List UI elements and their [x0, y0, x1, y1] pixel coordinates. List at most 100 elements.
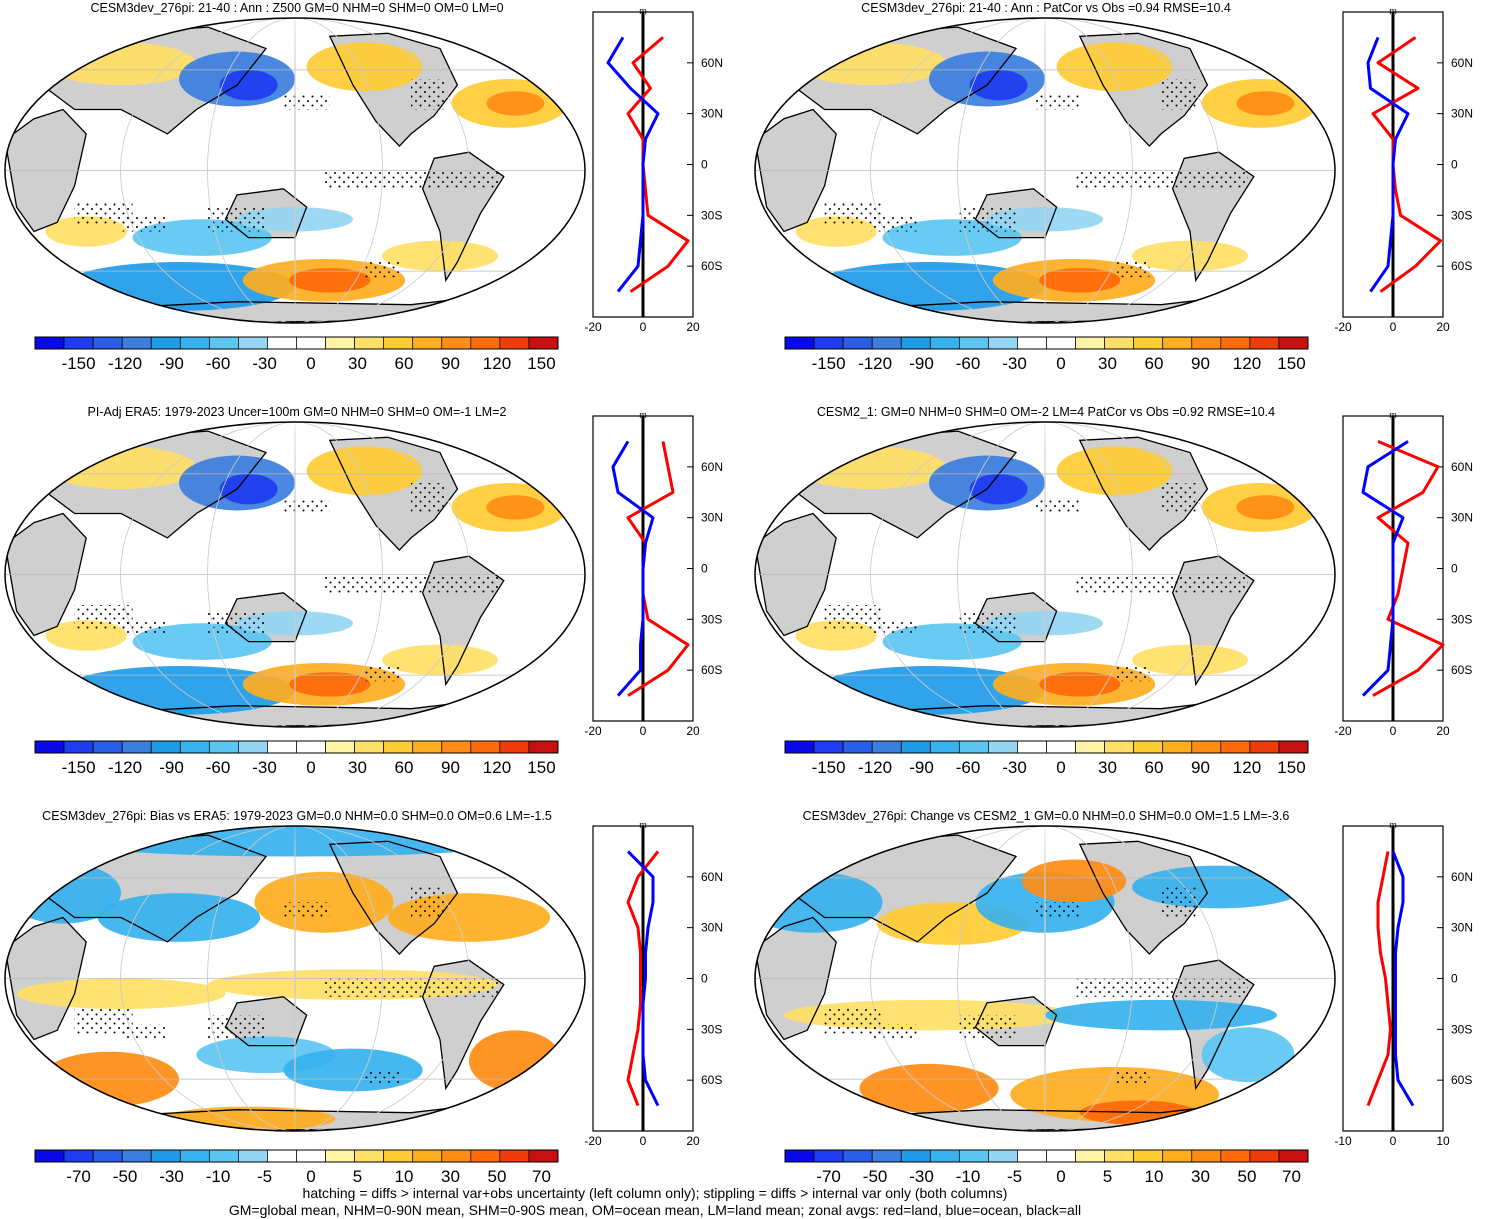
colorbar-swatch: [150, 1149, 181, 1163]
y-tick-label: 60N: [1451, 460, 1473, 474]
colorbar-label: 60: [395, 758, 414, 777]
colorbar-swatch: [267, 336, 297, 350]
y-tick-label: 30N: [701, 921, 723, 935]
stippling: [1033, 902, 1080, 918]
colorbar-frame: [784, 1149, 1309, 1163]
colorbar-swatch: [34, 336, 65, 350]
colorbar-label: 50: [488, 1167, 507, 1186]
map-border: [754, 421, 1336, 728]
zonal-land-line: [1372, 440, 1445, 697]
zonal-ocean-line: [606, 36, 660, 293]
colorbar-label: 150: [527, 354, 555, 373]
colorbar-swatch: [813, 1149, 844, 1163]
colorbar-swatch: [528, 740, 559, 754]
colorbar-label: 60: [1145, 758, 1164, 777]
x-tick-label: 0: [640, 1134, 647, 1148]
coastline: [755, 916, 837, 1041]
colorbar-label: -150: [62, 758, 96, 777]
colorbar-label: -5: [257, 1167, 272, 1186]
coastline: [421, 555, 505, 687]
stippling: [1033, 498, 1080, 514]
graticule-lon: [957, 18, 1133, 323]
colorbar-4: -150 -120 -90 -60 -30 0 30 60 90 120 150: [784, 740, 1309, 777]
colorbar-label: 30: [348, 758, 367, 777]
graticule-lon: [1044, 18, 1046, 323]
colorbar-swatch: [121, 740, 152, 754]
colorbar-swatch: [900, 740, 931, 754]
stippling: [871, 620, 918, 636]
colorbar-swatch: [871, 336, 902, 350]
stippling: [1114, 666, 1150, 682]
colorbar-label: -120: [858, 758, 892, 777]
colorbar-label: 60: [395, 354, 414, 373]
colorbar-label: -120: [858, 354, 892, 373]
y-tick-label: 0: [701, 158, 708, 172]
coastline: [5, 512, 87, 637]
colorbar-swatch: [470, 336, 501, 350]
colorbar-swatch: [267, 1149, 297, 1163]
colorbar-swatch: [150, 336, 181, 350]
map-panel-4: [754, 421, 1336, 728]
zonal-land-line: [626, 441, 690, 697]
colorbar-swatch: [121, 1149, 152, 1163]
stippling: [871, 216, 918, 232]
colorbar-swatch: [92, 336, 123, 350]
y-tick-label: 30N: [1451, 921, 1473, 935]
colorbar-swatch: [296, 740, 326, 754]
colorbar-swatch: [63, 1149, 94, 1163]
stippling: [1074, 170, 1248, 189]
colorbar-swatch: [179, 336, 210, 350]
zonal-mean-plot-2: -20 0 20 m 60N 30N 0 30S 60S: [1334, 6, 1473, 334]
colorbar-label: -90: [159, 354, 184, 373]
graticule-lon: [294, 826, 296, 1131]
colorbar-swatch: [1249, 336, 1280, 350]
y-tick-label: 60N: [701, 460, 723, 474]
colorbar-label: 70: [532, 1167, 551, 1186]
colorbar-swatch: [871, 740, 902, 754]
colorbar-1: -150 -120 -90 -60 -30 0 30 60 90 120 150: [34, 336, 559, 373]
colorbar-label: 150: [527, 758, 555, 777]
colorbar-swatch: [784, 336, 815, 350]
coastline: [328, 436, 459, 552]
zonal-unit-label: m: [1389, 820, 1397, 830]
colorbar-swatch: [238, 336, 268, 350]
stippling: [411, 483, 446, 514]
stippling: [958, 1015, 1016, 1040]
stippling: [411, 887, 446, 918]
colorbar-label: -5: [1007, 1167, 1022, 1186]
anomaly-contour: [16, 978, 226, 1009]
colorbar-label: 60: [1145, 354, 1164, 373]
panel-title-6: CESM3dev_276pi: Change vs CESM2_1 GM=0.0…: [803, 809, 1290, 823]
y-tick-label: 60S: [1451, 663, 1472, 677]
zonal-unit-label: m: [1389, 410, 1397, 420]
colorbar-swatch: [34, 1149, 65, 1163]
stippling: [208, 207, 266, 232]
colorbar-label: -120: [108, 354, 142, 373]
colorbar-label: -60: [956, 354, 981, 373]
zonal-land-line: [626, 850, 660, 1107]
zonal-unit-label: m: [639, 6, 647, 16]
colorbar-swatch: [988, 1149, 1018, 1163]
x-tick-label: -20: [584, 724, 602, 738]
map-border: [4, 17, 586, 324]
map-panel-3: [4, 421, 586, 728]
colorbar-label: -70: [816, 1167, 841, 1186]
anomaly-contour: [486, 495, 545, 520]
y-tick-label: 0: [701, 562, 708, 576]
graticule-lon: [870, 18, 1220, 323]
colorbar-swatch: [958, 740, 989, 754]
y-tick-label: 60S: [1451, 1073, 1472, 1087]
stippling: [324, 170, 498, 189]
colorbar-label: 0: [1056, 1167, 1065, 1186]
anomaly-contour: [755, 871, 883, 933]
colorbar-swatch: [842, 336, 873, 350]
colorbar-label: 90: [441, 354, 460, 373]
colorbar-label: 120: [1233, 758, 1261, 777]
zonal-mean-plot-5: -20 0 20 m 60N 30N 0 30S 60S: [584, 820, 723, 1148]
colorbar-swatch: [1104, 336, 1135, 350]
panel-title-5: CESM3dev_276pi: Bias vs ERA5: 1979-2023 …: [42, 809, 552, 823]
colorbar-3: -150 -120 -90 -60 -30 0 30 60 90 120 150: [34, 740, 559, 777]
graticule-lon: [120, 18, 470, 323]
stippling: [121, 620, 168, 636]
colorbar-swatch: [354, 740, 385, 754]
